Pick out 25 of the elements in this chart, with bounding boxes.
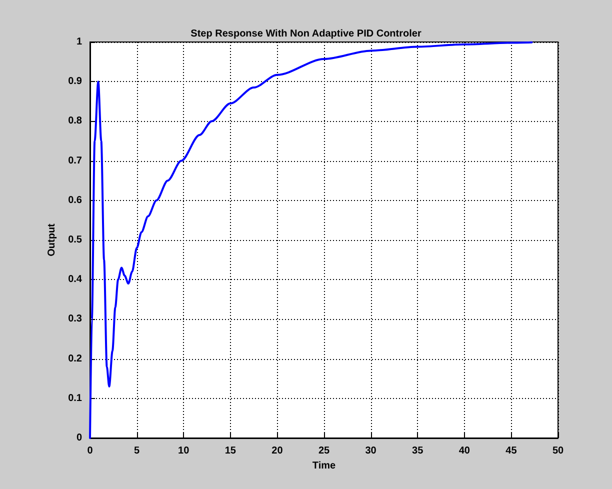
- x-tick-label: 30: [365, 446, 377, 456]
- x-axis-title: Time: [312, 460, 336, 472]
- y-tick-label: 0.8: [68, 116, 82, 127]
- x-tick-label: 40: [458, 446, 470, 456]
- y-tick-label: 0.4: [68, 274, 82, 286]
- y-tick-label: 1: [76, 36, 82, 48]
- y-tick-label: 0.9: [68, 76, 82, 88]
- x-tick-label: 25: [318, 446, 330, 456]
- x-tick-label: 20: [272, 446, 284, 456]
- x-tick-label: 35: [412, 446, 424, 456]
- y-tick-label: 0.5: [68, 234, 82, 246]
- y-axis-title: Output: [46, 222, 58, 256]
- x-tick-label: 0: [87, 446, 94, 456]
- y-tick-label: 0: [76, 432, 82, 444]
- x-tick-label: 50: [552, 446, 564, 456]
- y-tick-label: 0.1: [68, 392, 82, 404]
- x-tick-label: 45: [506, 446, 518, 456]
- y-tick-label: 0.3: [68, 314, 82, 325]
- chart-title: Step Response With Non Adaptive PID Controler: [190, 28, 422, 40]
- x-tick-label: 5: [134, 446, 140, 456]
- x-tick-label: 10: [178, 446, 190, 456]
- y-tick-label: 0.6: [68, 194, 82, 206]
- x-tick-label: 15: [224, 446, 236, 456]
- y-tick-label: 0.7: [68, 155, 82, 166]
- y-tick-label: 0.2: [68, 353, 82, 364]
